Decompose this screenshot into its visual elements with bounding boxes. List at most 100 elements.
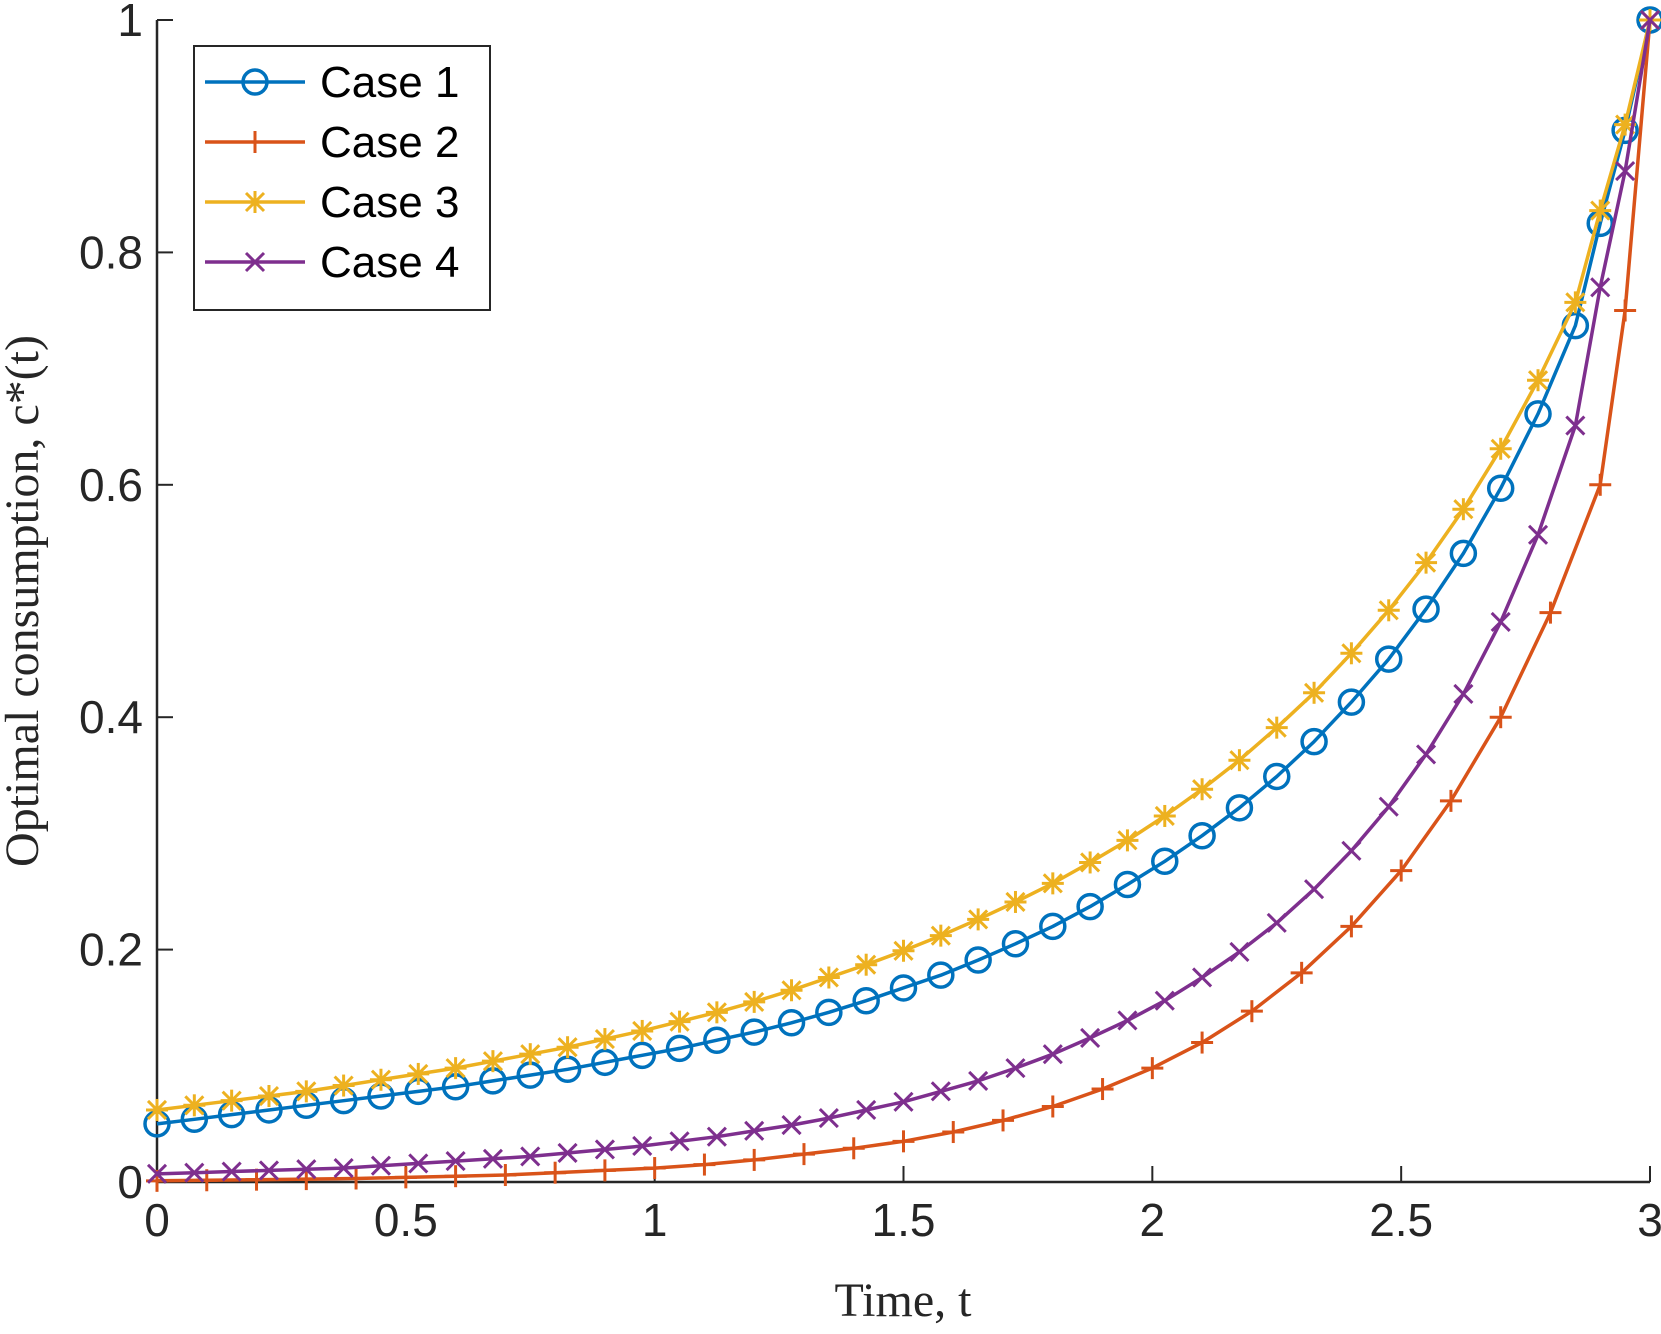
data-point [593, 1028, 616, 1051]
axes: 0 0.5 1 1.5 2 2.5 3 0 0.2 0.4 0.6 0.8 1 [79, 0, 1661, 1246]
legend-label: Case 2 [320, 118, 459, 167]
y-tick-label: 0.2 [79, 924, 143, 976]
data-point [693, 1153, 716, 1176]
x-tick-label: 3 [1637, 1194, 1661, 1246]
data-point [1141, 1057, 1164, 1080]
data-point [706, 1126, 727, 1147]
data-point [743, 1148, 766, 1171]
data-point [1042, 1044, 1063, 1065]
data-point [296, 1159, 317, 1180]
data-point [1340, 915, 1363, 938]
legend-marker [244, 191, 266, 213]
data-point [1639, 9, 1661, 31]
y-axis-title: Optimal consumption, c*(t) [0, 335, 49, 867]
series-1 [143, 6, 1661, 1138]
data-point [295, 1168, 318, 1191]
data-point [544, 1161, 567, 1184]
data-point [1486, 474, 1515, 503]
data-point [1225, 794, 1254, 822]
data-point [1564, 291, 1587, 314]
data-point [1076, 892, 1104, 921]
data-point [594, 1139, 615, 1160]
data-point [1415, 744, 1437, 765]
data-point [494, 1164, 517, 1187]
data-point [1229, 941, 1250, 962]
data-point [1489, 706, 1512, 729]
data-point [295, 1080, 318, 1103]
data-point [705, 1001, 728, 1024]
data-point [968, 1070, 989, 1091]
series-4 [146, 9, 1661, 1184]
data-point [520, 1146, 541, 1167]
series-2 [146, 9, 1661, 1192]
data-point [221, 1161, 242, 1182]
legend-item: Case 3 [205, 178, 459, 227]
data-point [1240, 1000, 1263, 1023]
y-tick-label: 0.4 [79, 691, 143, 743]
data-point [1341, 840, 1362, 861]
data-point [1378, 796, 1399, 817]
data-point [929, 924, 952, 947]
data-point [146, 1163, 168, 1184]
data-point [407, 1062, 430, 1085]
data-point [628, 1041, 656, 1070]
data-point [1337, 688, 1366, 716]
data-point [892, 1130, 915, 1153]
data-point [394, 1166, 417, 1189]
data-point [631, 1019, 654, 1042]
data-point [942, 1121, 965, 1144]
x-tick-label: 2 [1140, 1194, 1166, 1246]
data-point [220, 1089, 243, 1112]
data-point [1453, 683, 1474, 705]
data-point [1080, 1027, 1101, 1048]
y-tick-label: 0.8 [79, 226, 143, 278]
data-point [927, 961, 955, 989]
data-point [1539, 601, 1562, 624]
data-point [1589, 199, 1612, 222]
x-tick-label: 0 [144, 1194, 170, 1246]
data-point [1001, 930, 1030, 958]
data-point [257, 1085, 280, 1108]
data-point [593, 1159, 616, 1182]
data-point [1489, 437, 1512, 460]
y-tick-label: 0 [117, 1156, 143, 1208]
data-point [1041, 1095, 1064, 1118]
legend-marker [241, 68, 269, 96]
data-point [1005, 1058, 1026, 1079]
data-point [1527, 524, 1549, 545]
data-point [1589, 473, 1612, 496]
legend-item: Case 4 [205, 238, 459, 287]
data-point [444, 1165, 467, 1188]
data-point [1041, 872, 1064, 895]
data-point [1303, 681, 1326, 704]
data-point [1614, 299, 1637, 322]
data-point [591, 1048, 619, 1077]
y-ticks: 0 0.2 0.4 0.6 0.8 1 [79, 0, 173, 1208]
data-point [1079, 851, 1102, 874]
legend: Case 1 Case 2 Case 3 Case 4 [193, 45, 491, 311]
x-axis-title: Time, t [835, 1274, 973, 1327]
data-point [345, 1167, 368, 1190]
data-point [1300, 727, 1328, 756]
data-point [1113, 870, 1142, 899]
data-point [632, 1135, 653, 1157]
data-point [703, 1026, 731, 1054]
data-point [1228, 749, 1251, 772]
data-point [1390, 859, 1413, 882]
x-tick-label: 2.5 [1369, 1194, 1433, 1246]
data-point [967, 908, 990, 931]
data-point [183, 1094, 206, 1117]
data-point [481, 1050, 504, 1073]
data-point [1191, 1031, 1214, 1054]
data-point [258, 1160, 280, 1181]
data-point [1340, 642, 1363, 665]
data-point [1565, 415, 1586, 436]
data-point [482, 1148, 503, 1169]
data-point [669, 1131, 690, 1152]
data-point [792, 1143, 815, 1166]
data-point [1154, 990, 1175, 1011]
legend-marker [244, 131, 266, 153]
data-point [665, 1034, 694, 1063]
data-point [1304, 879, 1325, 900]
